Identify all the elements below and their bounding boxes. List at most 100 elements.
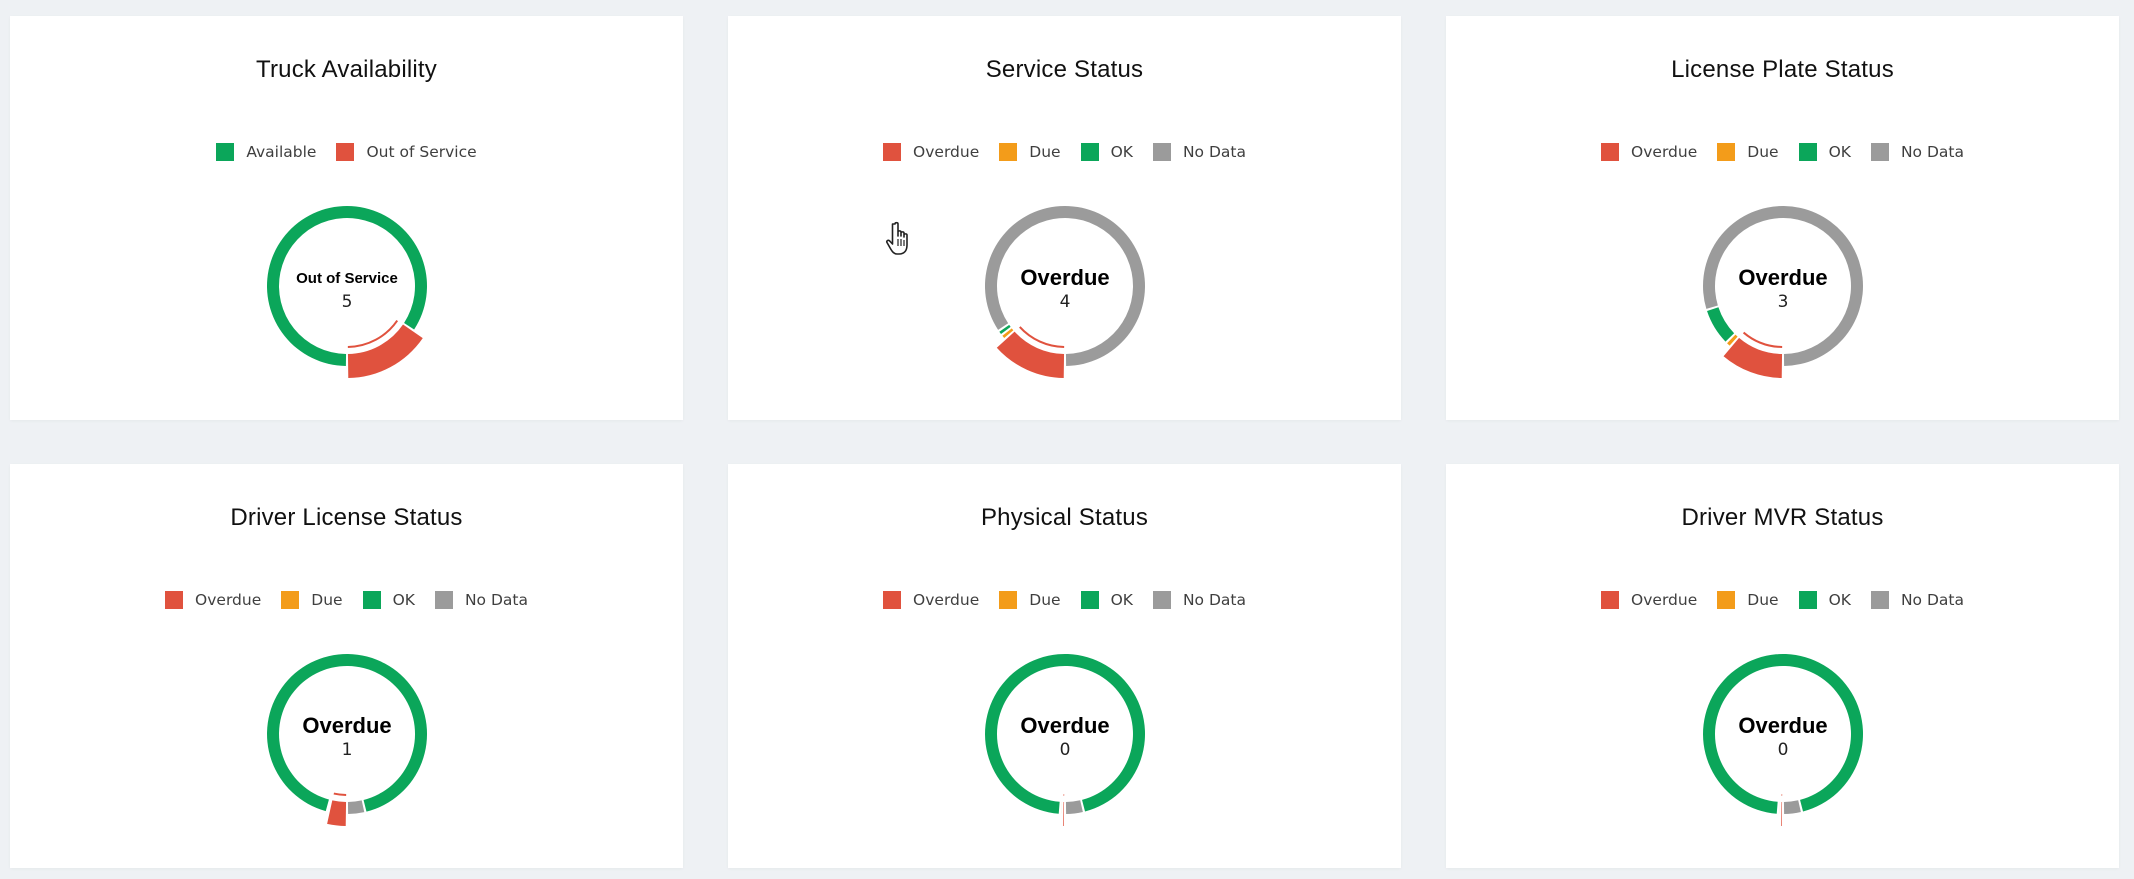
chart-legend: Overdue Due OK No Data <box>728 143 1401 161</box>
legend-item-overdue[interactable]: Overdue <box>883 143 979 161</box>
donut-svg <box>1703 653 1864 826</box>
legend-item-overdue[interactable]: Overdue <box>1601 591 1697 609</box>
legend-swatch <box>1870 591 1889 609</box>
center-label: Out of Service <box>296 270 398 287</box>
legend-swatch <box>1152 143 1171 161</box>
slice-overdue[interactable] <box>327 800 347 826</box>
legend-swatch <box>999 143 1018 161</box>
legend-item-ok[interactable]: OK <box>1080 591 1133 609</box>
legend-swatch <box>1717 143 1736 161</box>
slice-overdue[interactable] <box>996 331 1065 378</box>
card-title: Service Status <box>985 56 1144 83</box>
slice-overdue[interactable] <box>1062 801 1065 826</box>
donut-svg <box>266 205 427 378</box>
legend-item-overdue[interactable]: Overdue <box>1601 143 1697 161</box>
legend-item-due[interactable]: Due <box>999 591 1061 609</box>
slice-highlight-ring <box>333 792 347 796</box>
legend-swatch <box>1717 591 1736 609</box>
physical-status-card: Physical Status Overdue Due OK No Data Over… <box>728 464 1401 868</box>
chart-legend: Overdue Due OK No Data <box>10 591 683 609</box>
legend-item-available[interactable]: Available <box>216 143 316 161</box>
legend-item-overdue[interactable]: Overdue <box>883 591 979 609</box>
legend-item-ok[interactable]: OK <box>362 591 415 609</box>
slice-ok[interactable] <box>1707 307 1735 342</box>
slice-due[interactable] <box>1727 334 1738 346</box>
slice-highlight-ring <box>347 320 399 348</box>
slice-overdue[interactable] <box>1780 801 1783 826</box>
chart-legend: Available Out of Service <box>10 143 683 161</box>
legend-item-no-data[interactable]: No Data <box>1870 143 1964 161</box>
legend-item-due[interactable]: Due <box>281 591 343 609</box>
chart-legend: Overdue Due OK No Data <box>1446 143 2119 161</box>
legend-swatch <box>1152 591 1171 609</box>
slice-ok[interactable] <box>999 324 1011 335</box>
legend-item-no-data[interactable]: No Data <box>1152 591 1246 609</box>
legend-swatch <box>165 591 184 609</box>
slice-no-data[interactable] <box>347 800 365 814</box>
legend-item-due[interactable]: Due <box>1717 591 1779 609</box>
legend-swatch <box>883 143 902 161</box>
center-value: 4 <box>1059 292 1071 312</box>
center-label: Overdue <box>1020 265 1110 290</box>
slice-out-of-service[interactable] <box>347 324 423 378</box>
donut-chart[interactable]: Overdue 4 <box>975 196 1155 378</box>
center-value: 5 <box>341 292 353 312</box>
legend-label: Overdue <box>1631 591 1698 609</box>
legend-swatch <box>336 143 355 161</box>
slice-no-data[interactable] <box>1783 800 1801 814</box>
slice-highlight-ring <box>1019 326 1065 348</box>
legend-item-no-data[interactable]: No Data <box>1870 591 1964 609</box>
donut-chart[interactable]: Overdue 3 <box>1693 196 1873 378</box>
slice-due[interactable] <box>1778 801 1780 814</box>
legend-swatch <box>1798 591 1817 609</box>
legend-label: Available <box>246 143 317 161</box>
center-label: Overdue <box>1738 713 1828 738</box>
legend-label: OK <box>392 591 415 609</box>
slice-due[interactable] <box>1002 328 1014 339</box>
donut-chart[interactable]: Out of Service 5 <box>257 196 437 378</box>
card-title: Driver MVR Status <box>1681 504 1884 531</box>
donut-chart[interactable]: Overdue 1 <box>257 644 437 826</box>
donut-chart[interactable]: Overdue 0 <box>975 644 1155 826</box>
license-plate-status-card: License Plate Status Overdue Due OK No Data… <box>1446 16 2119 420</box>
legend-label: Due <box>1747 591 1779 609</box>
legend-item-ok[interactable]: OK <box>1080 143 1133 161</box>
legend-item-ok[interactable]: OK <box>1798 143 1851 161</box>
legend-label: Overdue <box>913 143 980 161</box>
center-label: Overdue <box>1738 265 1828 290</box>
legend-label: No Data <box>1182 143 1246 161</box>
legend-label: Due <box>1747 143 1779 161</box>
slice-overdue[interactable] <box>1723 337 1783 378</box>
donut-chart[interactable]: Overdue 0 <box>1693 644 1873 826</box>
legend-label: Due <box>311 591 343 609</box>
legend-label: Overdue <box>913 591 980 609</box>
chart-legend: Overdue Due OK No Data <box>728 591 1401 609</box>
legend-item-no-data[interactable]: No Data <box>434 591 528 609</box>
slice-no-data[interactable] <box>1065 800 1083 814</box>
slice-highlight-ring <box>1742 331 1783 348</box>
legend-item-due[interactable]: Due <box>1717 143 1779 161</box>
center-value: 1 <box>341 740 353 760</box>
legend-swatch <box>1798 143 1817 161</box>
legend-swatch <box>434 591 453 609</box>
donut-svg <box>985 653 1146 826</box>
slice-due[interactable] <box>1060 801 1062 814</box>
legend-item-no-data[interactable]: No Data <box>1152 143 1246 161</box>
legend-item-overdue[interactable]: Overdue <box>165 591 261 609</box>
legend-swatch <box>999 591 1018 609</box>
legend-swatch <box>1080 143 1099 161</box>
donut-svg <box>267 654 428 826</box>
legend-swatch <box>1080 591 1099 609</box>
center-label: Overdue <box>302 713 392 738</box>
legend-item-ok[interactable]: OK <box>1798 591 1851 609</box>
legend-swatch <box>281 591 300 609</box>
card-title: Physical Status <box>980 504 1149 531</box>
legend-label: No Data <box>1900 591 1964 609</box>
service-status-card: Service Status Overdue Due OK No Data Overd… <box>728 16 1401 420</box>
truck-availability-card: Truck Availability Available Out of Servi… <box>10 16 683 420</box>
legend-item-out-of-service[interactable]: Out of Service <box>336 143 477 161</box>
center-label: Overdue <box>1020 713 1110 738</box>
legend-item-due[interactable]: Due <box>999 143 1061 161</box>
driver-mvr-status-card: Driver MVR Status Overdue Due OK No Data Ov… <box>1446 464 2119 868</box>
